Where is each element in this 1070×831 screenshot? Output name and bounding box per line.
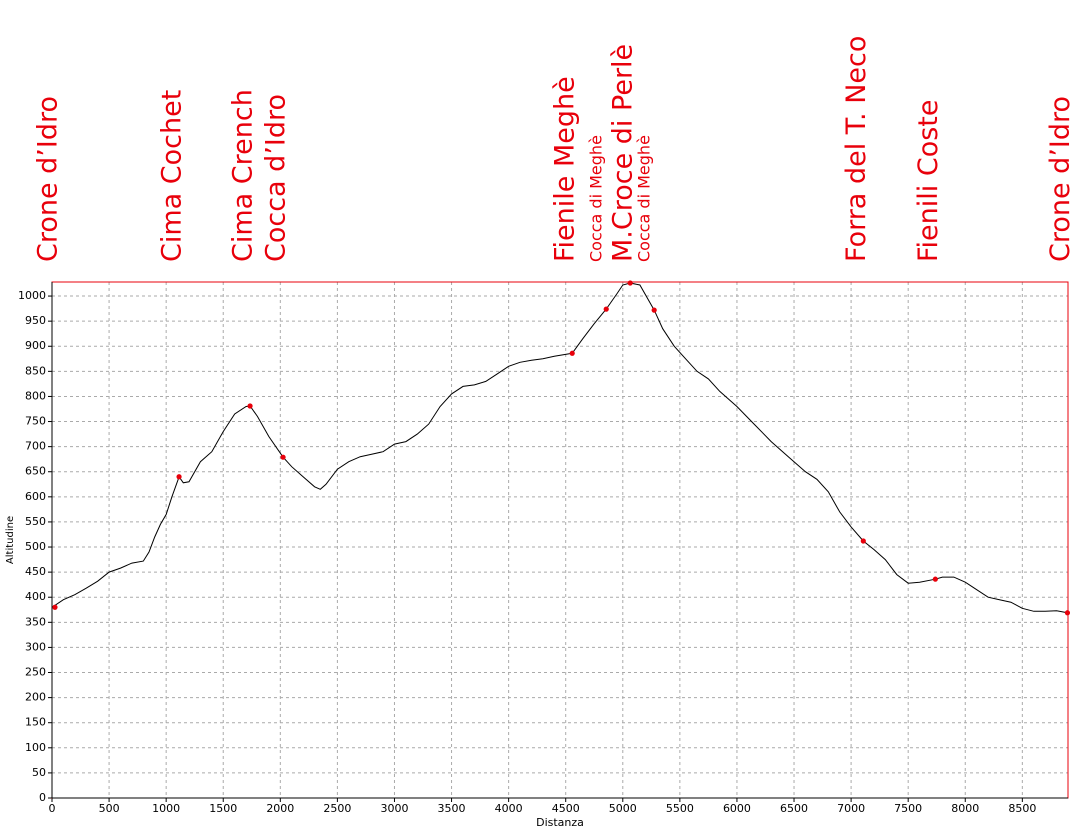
waypoint [247,403,253,409]
waypoint-label: Cocca di Meghè [635,135,654,262]
y-tick-label: 300 [25,640,46,653]
y-tick-label: 400 [25,590,46,603]
waypoint [932,576,938,582]
y-tick-label: 1000 [18,289,46,302]
y-axis-title: Altitudine [5,516,16,564]
waypoint-label: Crone d’Idro [32,96,63,262]
y-tick-label: 800 [25,389,46,402]
x-tick-label: 2500 [323,802,351,815]
x-tick-label: 5000 [609,802,637,815]
waypoint-label: Forra del T. Neco [841,36,872,262]
waypoint-label: Fienili Coste [913,99,944,262]
waypoint [52,604,58,610]
y-tick-label: 450 [25,565,46,578]
y-tick-label: 750 [25,415,46,428]
x-tick-label: 0 [49,802,56,815]
y-tick-label: 500 [25,540,46,553]
x-tick-label: 4500 [552,802,580,815]
waypoint [651,307,657,313]
waypoint [1064,610,1070,616]
y-tick-label: 350 [25,615,46,628]
x-tick-label: 1000 [152,802,180,815]
x-tick-label: 4000 [495,802,523,815]
y-tick-label: 850 [25,364,46,377]
x-tick-label: 7000 [837,802,865,815]
y-tick-label: 650 [25,465,46,478]
y-tick-label: 250 [25,666,46,679]
y-tick-label: 50 [32,766,46,779]
waypoint-label: Cocca d’Idro [261,94,292,262]
x-tick-label: 7500 [894,802,922,815]
y-tick-label: 950 [25,314,46,327]
x-tick-label: 500 [99,802,120,815]
x-tick-label: 8500 [1008,802,1036,815]
y-tick-label: 700 [25,440,46,453]
waypoint [569,350,575,356]
waypoint [860,538,866,544]
x-tick-label: 5500 [666,802,694,815]
x-tick-label: 6500 [780,802,808,815]
profile-line [51,282,1068,614]
waypoint-label: Cocca di Meghè [587,135,606,262]
y-tick-label: 900 [25,339,46,352]
y-tick-label: 0 [39,791,46,804]
y-tick-label: 100 [25,741,46,754]
waypoint-label: M.Croce di Perlè [608,44,639,262]
x-tick-label: 1500 [209,802,237,815]
waypoint-label: Cima Crench [228,89,259,262]
waypoint-label: Fienile Meghè [550,76,581,262]
x-tick-label: 8000 [951,802,979,815]
x-tick-label: 3000 [380,802,408,815]
plot-frame [51,281,1069,799]
y-tick-label: 600 [25,490,46,503]
x-axis-title: Distanza [536,816,584,829]
x-tick-label: 6000 [723,802,751,815]
waypoint-label: Cima Cochet [157,90,188,262]
waypoint [603,306,609,312]
y-tick-label: 550 [25,515,46,528]
waypoint [280,454,286,460]
waypoint-label: Crone d’Idro [1045,96,1070,262]
x-tick-label: 3500 [438,802,466,815]
waypoint [176,474,182,480]
waypoint [627,280,633,286]
y-tick-label: 200 [25,691,46,704]
y-tick-label: 150 [25,716,46,729]
x-tick-label: 2000 [266,802,294,815]
